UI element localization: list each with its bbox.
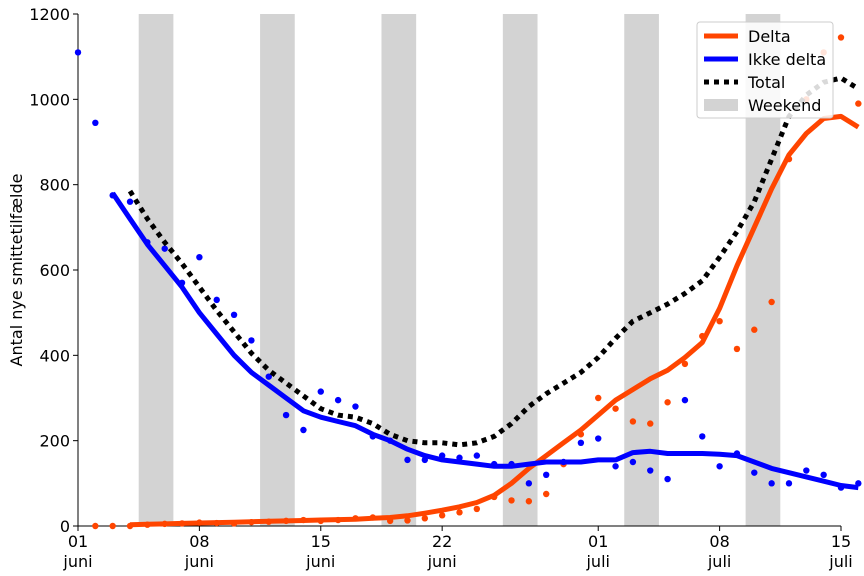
delta-point	[595, 394, 602, 402]
delta-point	[733, 345, 741, 353]
delta-point	[855, 100, 862, 107]
delta-point	[647, 420, 654, 427]
weekend-bands	[138, 14, 781, 526]
ikke_delta-point	[647, 467, 654, 474]
x-tick-label-day: 08	[709, 532, 729, 551]
legend-label-total: Total	[747, 73, 785, 92]
weekend-band	[624, 14, 659, 526]
delta-point	[837, 34, 845, 41]
ikke_delta-point	[196, 254, 203, 261]
ikke_delta-point	[282, 411, 290, 419]
ikke_delta-point	[352, 403, 359, 410]
legend-box	[696, 21, 834, 119]
ikke_delta-point	[230, 311, 238, 318]
x-tick-label-month: juni	[305, 552, 335, 571]
ikke_delta-point	[126, 198, 134, 205]
delta-point	[543, 490, 550, 498]
y-tick-label: 1200	[29, 5, 70, 24]
y-tick-label: 1000	[29, 90, 70, 109]
delta-point	[629, 418, 637, 425]
ikke_delta-point	[664, 475, 671, 483]
delta-point	[612, 405, 619, 412]
ikke_delta-point	[716, 463, 723, 470]
y-tick-label: 600	[39, 261, 70, 280]
ikke_delta-point	[629, 458, 637, 466]
x-tick-label-month: juli	[828, 552, 852, 571]
ikke_delta-point	[820, 471, 827, 478]
legend-label-delta: Delta	[748, 27, 791, 46]
ikke_delta-point	[317, 388, 324, 395]
x-tick-label-day: 22	[432, 532, 452, 551]
ikke_delta-point	[768, 480, 775, 487]
ikke_delta-point	[473, 452, 481, 459]
y-tick-label: 800	[39, 176, 70, 195]
ikke_delta-point	[751, 469, 758, 476]
ikke_delta-point	[803, 467, 810, 474]
series-lines	[110, 75, 860, 528]
ikke_delta-point	[699, 433, 706, 440]
delta-point	[508, 497, 515, 504]
delta-point	[751, 326, 758, 333]
ikke_delta-point	[577, 439, 585, 446]
delta-point	[109, 522, 116, 530]
legend: Delta Ikke delta Total Weekend	[696, 21, 834, 119]
ikke_delta-point	[404, 456, 411, 464]
ikke_delta-point	[74, 49, 82, 56]
ikke_delta-point	[785, 480, 793, 487]
legend-label-weekend: Weekend	[748, 96, 821, 115]
delta-point	[404, 517, 411, 524]
ikke_delta-point	[161, 245, 168, 252]
x-tick-label-month: juni	[427, 552, 457, 571]
x-tick-label-day: 15	[311, 532, 331, 551]
legend-label-ikke_delta: Ikke delta	[748, 50, 826, 69]
delta-point	[768, 298, 775, 306]
ikke_delta-point	[248, 337, 255, 344]
x-tick-label-day: 01	[588, 532, 608, 551]
delta-point	[525, 498, 533, 505]
delta-point	[681, 360, 689, 368]
legend-swatch-weekend	[704, 99, 738, 111]
weekend-band	[260, 14, 295, 526]
ikke_delta-point	[612, 463, 619, 470]
x-tick-label-month: juni	[62, 552, 92, 571]
ikke_delta-point	[595, 435, 602, 442]
delta-point	[716, 318, 723, 325]
y-tick-label: 0	[60, 517, 70, 536]
x-tick-label-month: juni	[184, 552, 214, 571]
ikke_delta-line	[110, 191, 859, 491]
ikke_delta-point	[300, 426, 307, 434]
x-tick-label-day: 08	[189, 532, 209, 551]
x-tick-label-day: 01	[68, 532, 88, 551]
total-line	[127, 75, 860, 448]
delta-point	[421, 515, 429, 522]
y-ticks: 0 200 400 600 800 1000 1200	[29, 5, 78, 536]
x-ticks: 01juni08juni15juni22juni01juli08juli15ju…	[62, 526, 853, 571]
weekend-band	[502, 14, 538, 526]
ikke_delta-point	[334, 396, 342, 404]
delta-point	[456, 509, 463, 516]
x-tick-label-day: 15	[831, 532, 851, 551]
delta-point	[438, 512, 446, 519]
delta-line	[129, 113, 860, 528]
y-tick-label: 200	[39, 432, 70, 451]
ikke_delta-point	[92, 119, 99, 127]
ikke_delta-point	[681, 396, 689, 404]
delta-point	[92, 522, 99, 530]
delta-point	[664, 399, 671, 406]
ikke_delta-point	[543, 471, 550, 478]
ikke_delta-point	[213, 296, 220, 304]
y-tick-label: 400	[39, 346, 70, 365]
delta-point	[473, 505, 481, 513]
y-axis-label: Antal nye smittetilfælde	[7, 174, 26, 367]
ikke_delta-point	[265, 373, 272, 380]
x-tick-label-month: juli	[585, 552, 609, 571]
ikke_delta-point	[525, 480, 533, 487]
x-tick-label-month: juli	[707, 552, 731, 571]
